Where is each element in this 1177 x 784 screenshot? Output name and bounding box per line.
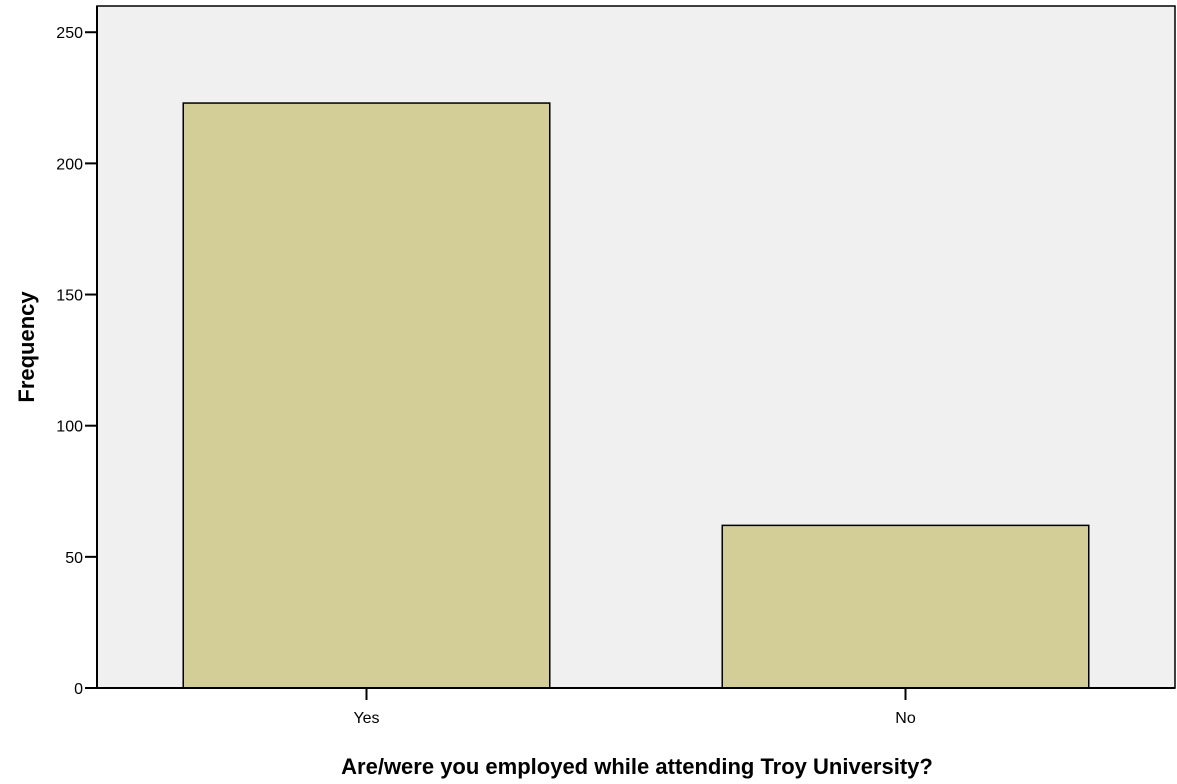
- x-tick-label-yes: Yes: [353, 710, 379, 727]
- y-axis-ticks: 0 50 100 150 200 250: [56, 25, 97, 698]
- bar-no: [721, 524, 1090, 689]
- y-tick-label: 200: [56, 156, 83, 173]
- y-tick-label: 50: [65, 550, 83, 567]
- x-axis-ticks: Yes No: [353, 688, 916, 727]
- bars: [182, 102, 1090, 689]
- y-tick-label: 150: [56, 288, 83, 305]
- x-axis-title: Are/were you employed while attending Tr…: [341, 754, 933, 779]
- y-tick-label: 250: [56, 25, 83, 42]
- bar-yes: [182, 102, 551, 689]
- y-tick-label: 100: [56, 419, 83, 436]
- y-tick-label: 0: [74, 681, 83, 698]
- x-tick-label-no: No: [895, 710, 916, 727]
- y-axis-title: Frequency: [14, 291, 39, 403]
